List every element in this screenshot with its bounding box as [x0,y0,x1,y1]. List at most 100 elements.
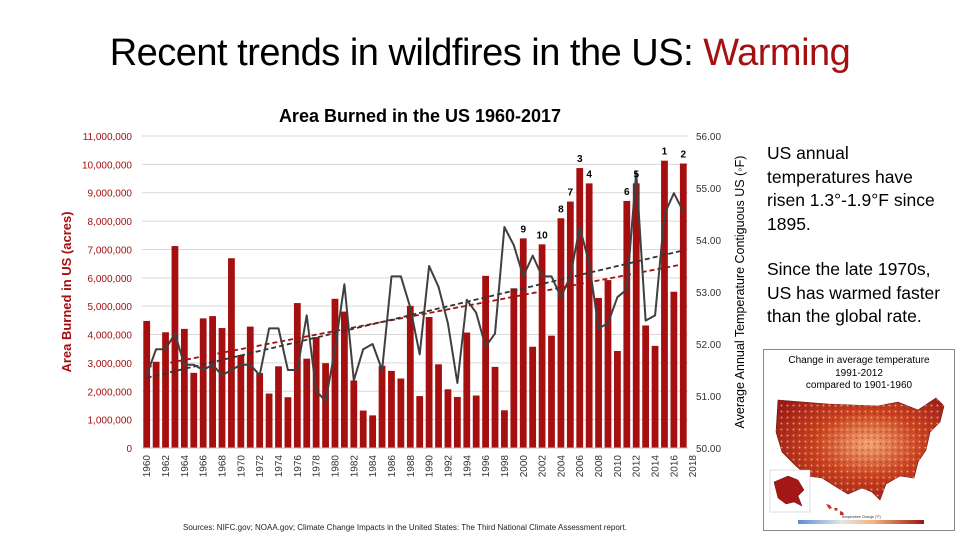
bar-1992 [444,389,452,448]
y-tick-label-left: 9,000,000 [88,189,133,200]
x-tick-label: 1970 [236,455,247,478]
temperature-change-map: Change in average temperature 1991-2012 … [763,349,955,531]
y-tick-label-left: 8,000,000 [88,217,133,228]
bar-1971 [246,326,254,448]
bar-1972 [256,373,264,448]
x-tick-label: 1986 [387,455,398,478]
rank-label: 4 [586,169,592,180]
x-tick-label: 2014 [651,455,662,478]
y-tick-label-right: 56.00 [696,132,721,143]
map-legend-label: Temperature Change (°F) [841,515,881,519]
bar-2004 [557,218,565,448]
x-tick-label: 1976 [293,455,304,478]
bar-2008 [595,297,602,448]
x-tick-label: 1968 [218,455,229,478]
bar-1964 [180,328,188,448]
x-tick-label: 2012 [632,455,643,478]
bar-1984 [369,415,377,448]
x-tick-label: 2004 [556,455,567,478]
bar-2009 [604,280,612,448]
slide-title: Recent trends in wildfires in the US: Wa… [0,32,960,75]
bar-1980 [331,298,339,448]
bar-1967 [209,316,216,448]
bar-1996 [482,275,489,448]
bar-1979 [322,363,329,448]
x-tick-label: 1998 [500,455,511,478]
bar-2010 [614,350,621,448]
sources-note: Sources: NIFC.gov; NOAA.gov; Climate Cha… [183,523,627,532]
bar-1994 [463,332,471,448]
bar-1968 [218,328,226,448]
bar-1993 [453,396,461,448]
y-tick-label-left: 5,000,000 [88,302,133,313]
map-title: Change in average temperature 1991-2012 … [764,355,954,393]
bar-1997 [491,366,499,448]
y-axis-label-left: Area Burned in US (acres) [59,211,74,372]
y-tick-label-right: 52.00 [696,340,721,351]
y-tick-label-left: 10,000,000 [82,160,132,171]
temperature-line [145,171,685,403]
bar-1977 [303,358,311,448]
bar-1999 [510,288,518,448]
rank-label: 2 [681,150,687,161]
bar-2013 [642,325,650,448]
bar-1970 [237,354,245,448]
alaska-shape [773,475,805,507]
bar-2015 [661,160,668,448]
rank-label: 7 [568,188,574,199]
y-tick-label-right: 53.00 [696,288,721,299]
x-tick-label: 2006 [575,455,586,478]
map-title-line1: Change in average temperature [788,355,930,366]
x-tick-label: 1978 [312,455,323,478]
bar-2001 [529,346,537,448]
rank-label: 9 [520,224,526,235]
slide-title-main: Recent trends in wildfires in the US: [109,32,704,74]
temperature-trendline [146,249,684,379]
x-tick-label: 1984 [368,455,379,478]
rank-label: 3 [577,154,583,165]
bar-1998 [501,410,508,448]
y-tick-label-left: 11,000,000 [83,132,133,143]
us-temperature-map-image: Temperature Change (°F) [769,397,945,524]
x-tick-label: 1962 [161,455,172,478]
bar-1974 [275,366,282,448]
x-tick-label: 2000 [519,455,530,478]
slide-title-accent: Warming [703,32,851,74]
bar-1973 [265,393,273,448]
bar-1988 [406,305,414,448]
bar-1978 [312,337,320,448]
map-title-line3: compared to 1901-1960 [805,380,913,391]
rank-label: 5 [633,169,639,180]
bar-1995 [472,395,480,448]
area-burned-trendline [146,263,684,369]
bar-2002 [538,244,546,448]
bar-1986 [388,370,395,448]
bar-1961 [152,361,160,448]
bar-1985 [378,365,386,448]
bar-1966 [199,318,207,448]
x-tick-label: 1974 [274,455,285,478]
chart-title: Area Burned in the US 1960-2017 [279,106,561,126]
side-text-warming-rate: Since the late 1970s, US has warmed fast… [767,259,941,326]
map-title-line2: 1991-2012 [835,367,883,379]
bar-2016 [670,291,678,448]
x-tick-label: 1980 [330,455,341,478]
x-tick-label: 1966 [199,455,210,478]
y-tick-label-left: 7,000,000 [88,245,133,256]
bar-2006 [576,168,584,448]
bar-2000 [519,238,527,448]
x-tick-label: 1992 [443,455,454,478]
hawaii-shape [826,504,844,515]
x-tick-label: 2016 [669,455,680,478]
x-tick-label: 2002 [538,455,549,478]
y-tick-label-right: 51.00 [696,392,721,403]
map-legend-bar [798,520,924,524]
x-tick-label: 1964 [180,455,191,478]
side-text: US annual temperatures have risen 1.3°-1… [767,142,952,351]
bar-1976 [293,303,301,448]
x-tick-label: 1990 [425,455,436,478]
bar-2003 [548,335,555,448]
bar-2011 [623,200,631,448]
bar-2017 [679,163,687,448]
x-tick-label: 2018 [688,455,699,478]
